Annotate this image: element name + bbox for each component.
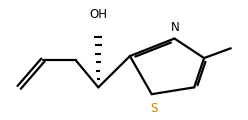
Text: S: S [150,102,157,115]
Text: OH: OH [89,8,107,21]
Text: N: N [171,21,180,34]
